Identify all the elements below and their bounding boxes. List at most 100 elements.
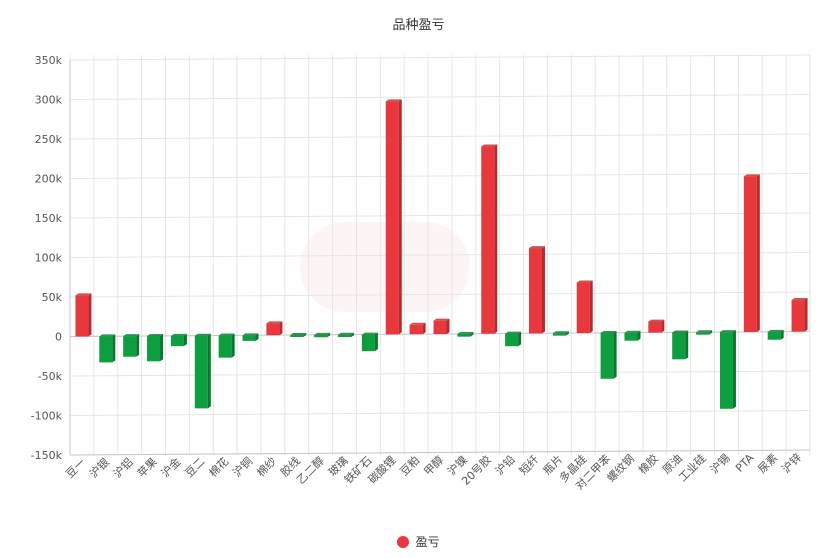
bar-top bbox=[218, 333, 235, 336]
bar[interactable] bbox=[648, 319, 665, 333]
bar-front bbox=[147, 336, 161, 362]
x-tick-label: 甲醇 bbox=[421, 453, 446, 478]
bar-top bbox=[552, 331, 569, 334]
bar-top bbox=[123, 334, 140, 337]
bar[interactable] bbox=[552, 331, 569, 336]
x-tick-label: 螺纹钢 bbox=[604, 452, 637, 485]
bar[interactable] bbox=[242, 333, 259, 341]
bar-front bbox=[743, 176, 757, 332]
bar-top bbox=[170, 333, 187, 336]
y-tick-label: 100k bbox=[35, 252, 63, 265]
bar[interactable] bbox=[290, 333, 307, 338]
bar[interactable] bbox=[147, 334, 164, 362]
bar-side bbox=[756, 174, 760, 332]
bar-top bbox=[719, 330, 736, 333]
x-tick-label: 豆二 bbox=[183, 455, 208, 480]
bar-side bbox=[470, 331, 474, 337]
bar[interactable] bbox=[767, 329, 784, 340]
bar-front bbox=[314, 334, 328, 338]
bar[interactable] bbox=[99, 334, 116, 363]
y-tick-label: -100k bbox=[31, 410, 63, 423]
axis-layer bbox=[69, 60, 811, 456]
bar-side bbox=[374, 332, 378, 352]
bar-front bbox=[505, 333, 519, 347]
bar[interactable] bbox=[576, 280, 593, 334]
bar-front bbox=[99, 336, 113, 363]
x-tick-label: 沪锌 bbox=[779, 450, 804, 475]
bar[interactable] bbox=[457, 331, 474, 337]
bar-side bbox=[732, 330, 736, 409]
h-gridline bbox=[69, 252, 811, 258]
bar-front bbox=[409, 324, 423, 335]
bar-top bbox=[528, 246, 545, 249]
x-tick-label: 棉纱 bbox=[254, 454, 279, 479]
bar-front bbox=[194, 335, 208, 409]
bar-front bbox=[528, 248, 542, 334]
bar-side bbox=[303, 333, 307, 338]
bar-front bbox=[75, 295, 89, 337]
bar-top bbox=[505, 331, 522, 334]
x-tick-label: 乙二醇 bbox=[294, 454, 327, 487]
h-gridline bbox=[69, 212, 811, 219]
bar[interactable] bbox=[433, 318, 450, 335]
legend-item[interactable]: 盈亏 bbox=[397, 533, 440, 550]
bar-top bbox=[242, 333, 259, 336]
h-gridline bbox=[69, 370, 811, 377]
bar[interactable] bbox=[75, 293, 92, 337]
bar[interactable] bbox=[409, 322, 426, 335]
bar[interactable] bbox=[170, 333, 187, 347]
bar-top bbox=[433, 318, 450, 321]
chart-title: 品种盈亏 bbox=[392, 18, 445, 33]
bar[interactable] bbox=[505, 331, 522, 347]
bar[interactable] bbox=[218, 333, 235, 358]
bar-top bbox=[600, 330, 617, 333]
x-tick-label: 碳酸锂 bbox=[365, 453, 398, 486]
bar-top bbox=[314, 332, 331, 335]
bar-side bbox=[446, 318, 450, 335]
y-tick-label: 250k bbox=[35, 133, 63, 146]
y-tick-label: 350k bbox=[35, 54, 63, 67]
x-tick-label: 豆粕 bbox=[397, 453, 422, 478]
bar-top bbox=[99, 334, 116, 337]
bar-front bbox=[767, 331, 781, 340]
bar-side bbox=[160, 334, 164, 362]
bar-top bbox=[338, 332, 355, 335]
bar[interactable] bbox=[481, 144, 498, 334]
legend: 盈亏 bbox=[0, 533, 837, 551]
bar-side bbox=[351, 332, 355, 338]
bar-front bbox=[338, 334, 352, 338]
bar-side bbox=[613, 330, 617, 379]
y-tick-label: 0 bbox=[55, 331, 62, 344]
bar[interactable] bbox=[266, 321, 283, 336]
bar[interactable] bbox=[361, 332, 378, 352]
bar[interactable] bbox=[528, 246, 545, 334]
bar-top bbox=[767, 329, 784, 332]
bar[interactable] bbox=[123, 334, 140, 357]
bars-layer bbox=[75, 99, 808, 409]
y-tick-labels: -150k -100k -50k 0 50k 100k 150k 200k 250k 300k 35… bbox=[31, 54, 63, 462]
x-tick-label: 沪金 bbox=[158, 455, 183, 480]
bar[interactable] bbox=[719, 330, 736, 409]
bar[interactable] bbox=[672, 330, 689, 360]
bar[interactable] bbox=[338, 332, 355, 338]
bar-side bbox=[398, 99, 402, 335]
bar[interactable] bbox=[600, 330, 617, 379]
bar[interactable] bbox=[743, 174, 760, 332]
bar-front bbox=[672, 332, 686, 360]
bar[interactable] bbox=[791, 298, 808, 332]
h-gridline bbox=[69, 133, 811, 140]
bar[interactable] bbox=[385, 99, 402, 335]
bar[interactable] bbox=[696, 330, 713, 335]
h-gridline bbox=[69, 173, 811, 179]
bar[interactable] bbox=[194, 333, 211, 409]
x-tick-label: 沪铝 bbox=[110, 455, 135, 480]
bar[interactable] bbox=[314, 332, 331, 338]
bar-front bbox=[290, 335, 304, 338]
bar-side bbox=[255, 333, 259, 341]
h-gridline bbox=[69, 291, 811, 298]
bar-front bbox=[696, 332, 710, 335]
bar[interactable] bbox=[624, 330, 641, 341]
legend-label: 盈亏 bbox=[415, 535, 440, 549]
bar-top bbox=[743, 174, 760, 177]
